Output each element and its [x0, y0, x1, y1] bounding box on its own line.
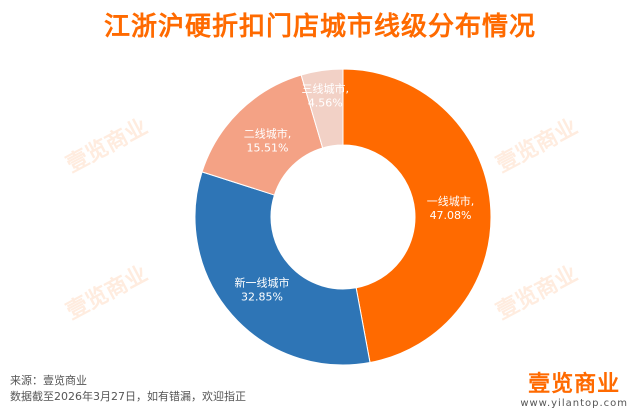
- slice-percent: 15.51%: [247, 142, 289, 155]
- brand-logo: 壹览商业 www.yilantop.com: [520, 366, 628, 409]
- slice-label: 新一线城市: [234, 275, 289, 289]
- slice-percent: 32.85%: [241, 290, 283, 303]
- footer-source: 来源：壹览商业: [10, 374, 87, 387]
- donut-slice: [300, 68, 344, 149]
- footer-note: 数据截至2026年3月27日，如有错漏，欢迎指正: [10, 390, 246, 403]
- slice-percent: 4.56%: [308, 96, 343, 109]
- slice-label: 二线城市,: [244, 127, 292, 141]
- footer: 来源：壹览商业 数据截至2026年3月27日，如有错漏，欢迎指正: [10, 373, 246, 405]
- donut-slice: [342, 68, 492, 364]
- brand-url: www.yilantop.com: [520, 398, 628, 409]
- brand-name: 壹览商业: [528, 372, 621, 397]
- donut-slice: [194, 171, 371, 366]
- slice-label: 三线城市,: [302, 81, 350, 95]
- chart-title: 江浙沪硬折扣门店城市线级分布情况: [103, 12, 536, 42]
- donut-slice: [201, 74, 324, 196]
- slice-percent: 47.08%: [430, 209, 472, 222]
- slice-label: 一线城市,: [427, 194, 475, 208]
